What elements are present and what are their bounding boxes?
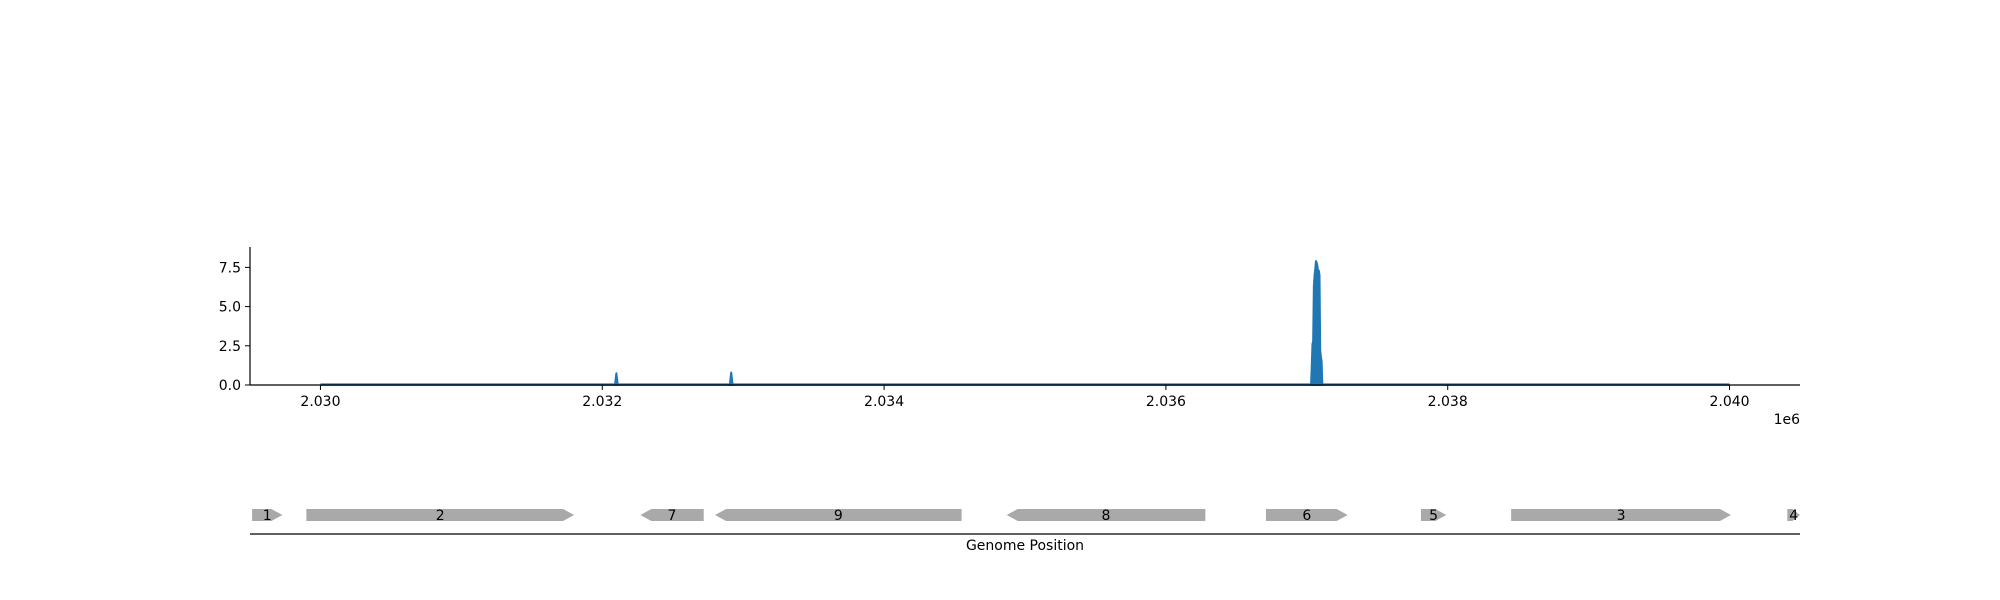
gene-feature-1: 1: [252, 508, 283, 524]
gene-label: 4: [1789, 508, 1798, 524]
gene-label: 3: [1617, 508, 1626, 524]
x-tick-label: 2.030: [300, 394, 340, 410]
gene-label: 7: [668, 508, 677, 524]
gene-feature-3: 3: [1511, 508, 1731, 524]
gene-arrow: [1006, 509, 1206, 521]
gene-track: 1 2 7 9 8 6 5 3 4 Genome Position: [250, 508, 1800, 554]
x-offset-label: 1e6: [1774, 412, 1801, 428]
x-tick-label: 2.038: [1428, 394, 1468, 410]
gene-feature-4: 4: [1787, 508, 1800, 524]
coverage-axes: [245, 247, 1800, 390]
y-tick-label: 0.0: [219, 378, 241, 394]
x-tick-label: 2.034: [864, 394, 904, 410]
gene-feature-6: 6: [1265, 508, 1348, 524]
gene-features: 1 2 7 9 8 6 5 3 4: [252, 508, 1800, 524]
gene-arrow: [715, 509, 962, 521]
coverage-peak-2: [728, 371, 734, 386]
gene-label: 6: [1302, 508, 1311, 524]
gene-feature-9: 9: [715, 508, 962, 524]
gene-arrow: [640, 509, 704, 521]
y-tick-label: 7.5: [219, 260, 241, 276]
coverage-peak-3: [1310, 260, 1324, 386]
x-tick-label: 2.040: [1709, 394, 1749, 410]
gene-arrow: [1420, 509, 1447, 521]
coverage-series: [320, 260, 1730, 386]
gene-arrow: [1511, 509, 1731, 521]
track-x-axis-label: Genome Position: [966, 538, 1084, 554]
gene-label: 8: [1102, 508, 1111, 524]
gene-label: 5: [1429, 508, 1438, 524]
gene-label: 2: [436, 508, 445, 524]
y-tick-labels: 0.0 2.5 5.0 7.5: [219, 260, 241, 394]
coverage-peak-1: [613, 372, 619, 386]
gene-arrow: [306, 509, 575, 521]
gene-label: 9: [834, 508, 843, 524]
gene-arrow: [252, 509, 283, 521]
x-tick-labels: 2.030 2.032 2.034 2.036 2.038 2.040: [300, 394, 1749, 410]
gene-feature-8: 8: [1006, 508, 1206, 524]
gene-arrow: [1787, 509, 1800, 521]
gene-label: 1: [263, 508, 272, 524]
gene-feature-2: 2: [306, 508, 575, 524]
gene-arrow: [1265, 509, 1348, 521]
x-tick-label: 2.036: [1146, 394, 1186, 410]
gene-feature-7: 7: [640, 508, 704, 524]
coverage-plot: 2.030 2.032 2.034 2.036 2.038 2.040 0.0 2.5 5.0…: [219, 247, 1800, 428]
x-tick-label: 2.032: [582, 394, 622, 410]
y-tick-label: 5.0: [219, 300, 241, 316]
y-tick-label: 2.5: [219, 339, 241, 355]
gene-feature-5: 5: [1420, 508, 1447, 524]
